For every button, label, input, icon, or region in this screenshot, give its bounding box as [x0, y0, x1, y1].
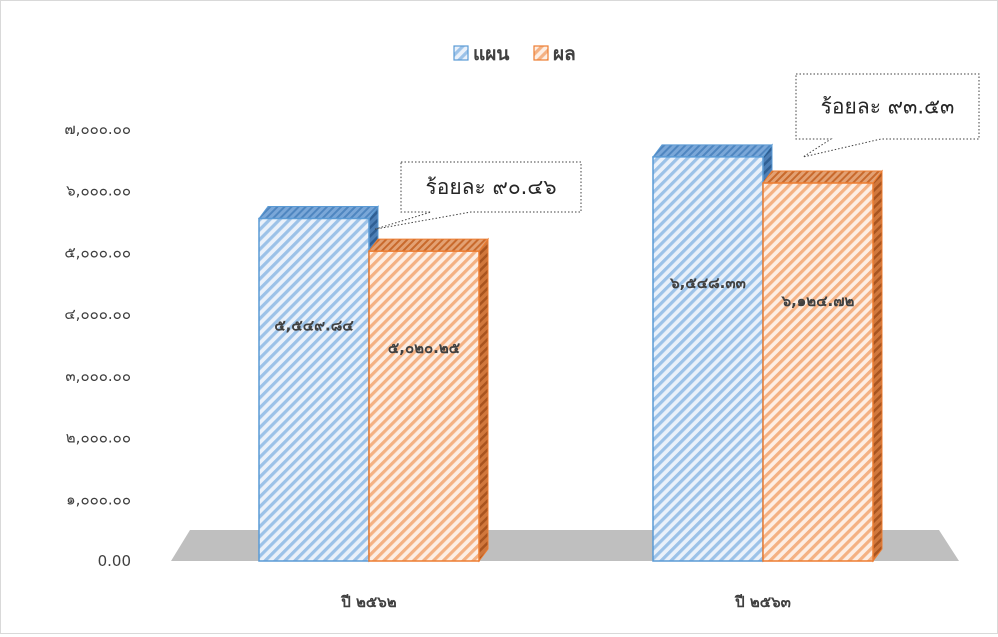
y-axis: 0.00 ๑,๐๐๐.๐๐ ๒,๐๐๐.๐๐ ๓,๐๐๐.๐๐ ๔,๐๐๐.๐๐ ๕,๐๐… [64, 120, 131, 570]
y-tick-label: ๓,๐๐๐.๐๐ [65, 367, 131, 385]
bar-labels: ๕,๕๔๙.๘๔๕,๐๒๐.๒๕ ๖,๕๔๘.๓๓๖,๑๒๔.๗๒ [274, 274, 854, 357]
y-tick-label: ๖,๐๐๐.๐๐ [66, 182, 131, 200]
legend: แผน ผล [453, 43, 576, 65]
callout-box [374, 161, 582, 230]
bar-data-label: ๖,๑๒๔.๗๒ [781, 292, 855, 310]
bar-top [652, 144, 773, 158]
bar-data-label: ๕,๕๔๙.๘๔ [274, 317, 354, 335]
x-category-label: ปี ๒๕๖๒ [340, 593, 396, 611]
bar-top [368, 238, 489, 252]
x-axis: ปี ๒๕๖๒ ปี ๒๕๖๓ [340, 593, 791, 611]
bar-data-label: ๖,๕๔๘.๓๓ [669, 274, 746, 292]
bar-top [258, 205, 379, 219]
legend-label: แผน [473, 43, 509, 65]
y-tick-label: ๑,๐๐๐.๐๐ [66, 490, 131, 508]
bar-top [762, 170, 883, 184]
callout-text: ร้อยละ ๙๓.๕๓ [821, 95, 955, 119]
y-tick-label: ๕,๐๐๐.๐๐ [64, 243, 131, 261]
legend-label: ผล [553, 43, 576, 65]
y-tick-label: 0.00 [98, 552, 131, 570]
bar [368, 250, 480, 562]
bars [258, 143, 883, 563]
bar-side [478, 237, 489, 563]
bar [258, 217, 370, 562]
callouts: ร้อยละ ๙๐.๔๖ ร้อยละ ๙๓.๕๓ [374, 73, 980, 230]
y-tick-label: ๗,๐๐๐.๐๐ [64, 120, 131, 138]
y-tick-label: ๒,๐๐๐.๐๐ [66, 429, 131, 447]
bar [652, 156, 764, 562]
callout-text: ร้อยละ ๙๐.๔๖ [425, 175, 556, 199]
callout-box [795, 73, 980, 158]
x-category-label: ปี ๒๕๖๓ [734, 593, 791, 611]
bar [762, 182, 874, 562]
legend-swatch [533, 45, 549, 61]
bar-side [872, 169, 883, 563]
y-tick-label: ๔,๐๐๐.๐๐ [64, 305, 131, 323]
legend-swatch [453, 45, 469, 61]
bar-data-label: ๕,๐๒๐.๒๕ [388, 339, 461, 357]
